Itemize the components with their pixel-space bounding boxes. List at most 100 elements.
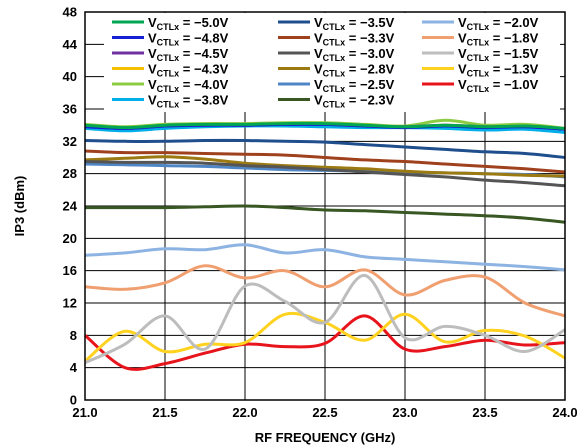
plot-frame [84, 11, 566, 401]
legend-item: VCTLx = −4.5V [112, 46, 229, 63]
legend-label-subscript: CTLx [467, 38, 490, 48]
legend-label-value: = −2.0V [489, 15, 538, 30]
y-tick-label: 12 [63, 296, 77, 311]
legend-label-value: = −1.5V [489, 46, 538, 61]
legend-label-value: = −5.0V [179, 15, 228, 30]
legend-label-subscript: CTLx [157, 22, 180, 32]
legend-item: VCTLx = −1.0V [422, 77, 539, 94]
series-line [84, 121, 566, 130]
legend-label-prefix: V [314, 93, 323, 108]
legend-label-subscript: CTLx [467, 69, 490, 79]
legend-item: VCTLx = −2.8V [278, 62, 395, 79]
legend-label-subscript: CTLx [467, 53, 490, 63]
legend-label-value: = −3.5V [345, 15, 394, 30]
series-line [84, 138, 566, 159]
x-tick-label: 21.5 [152, 405, 177, 420]
legend-label-prefix: V [458, 15, 467, 30]
legend-label: VCTLx = −1.0V [458, 77, 539, 94]
legend-label-subscript: CTLx [323, 38, 346, 48]
y-tick-label: 4 [70, 360, 78, 375]
legend-label: VCTLx = −4.5V [148, 46, 229, 63]
series-line [84, 264, 566, 318]
legend-label-prefix: V [148, 46, 157, 61]
x-tick-label: 22.0 [232, 405, 257, 420]
legend-item: VCTLx = −3.8V [112, 93, 229, 110]
legend-item: VCTLx = −2.0V [422, 15, 539, 32]
legend-label-value: = −1.0V [489, 77, 538, 92]
legend-label-prefix: V [458, 62, 467, 77]
x-axis-title: RF FREQUENCY (GHz) [255, 430, 396, 445]
y-tick-label: 40 [63, 69, 77, 84]
legend-label-prefix: V [458, 77, 467, 92]
x-tick-label: 22.5 [312, 405, 337, 420]
legend-item: VCTLx = −4.8V [112, 31, 229, 48]
legend-item: VCTLx = −1.5V [422, 46, 539, 63]
series-line [84, 149, 566, 174]
y-tick-label: 20 [63, 231, 77, 246]
legend-label-prefix: V [458, 31, 467, 46]
series-line [84, 124, 566, 134]
legend-label-value: = −3.0V [345, 46, 394, 61]
legend-label: VCTLx = −2.0V [458, 15, 539, 32]
legend-label: VCTLx = −3.0V [314, 46, 395, 63]
y-tick-label: 44 [63, 37, 78, 52]
y-axis-title: IP3 (dBm) [12, 176, 27, 237]
legend-item: VCTLx = −5.0V [112, 15, 229, 32]
legend-label: VCTLx = −5.0V [148, 15, 229, 32]
legend-item: VCTLx = −3.0V [278, 46, 395, 63]
legend-item: VCTLx = −2.3V [278, 93, 395, 110]
y-tick-label: 36 [63, 102, 77, 117]
legend-label: VCTLx = −4.3V [148, 62, 229, 79]
legend-label-subscript: CTLx [157, 100, 180, 110]
legend-label-value: = −2.3V [345, 93, 394, 108]
legend-label-prefix: V [314, 31, 323, 46]
legend-item: VCTLx = −4.3V [112, 62, 229, 79]
legend-label-prefix: V [148, 93, 157, 108]
legend-label-prefix: V [148, 15, 157, 30]
legend-label: VCTLx = −4.0V [148, 77, 229, 94]
legend-label-subscript: CTLx [323, 100, 346, 110]
legend-item: VCTLx = −3.3V [278, 31, 395, 48]
legend-item: VCTLx = −1.8V [422, 31, 539, 48]
legend-label-subscript: CTLx [323, 53, 346, 63]
legend-label-value: = −3.8V [179, 93, 228, 108]
series-line [84, 314, 566, 371]
legend-label-value: = −3.3V [345, 31, 394, 46]
series-line [84, 160, 566, 188]
legend-label-value: = −4.5V [179, 46, 228, 61]
legend-label-subscript: CTLx [157, 69, 180, 79]
y-tick-label: 32 [63, 134, 77, 149]
legend-label: VCTLx = −3.8V [148, 93, 229, 110]
x-tick-label: 23.5 [472, 405, 497, 420]
legend-item: VCTLx = −2.5V [278, 77, 395, 94]
legend-label-value: = −4.8V [179, 31, 228, 46]
legend-label-subscript: CTLx [467, 22, 490, 32]
legend-item: VCTLx = −1.3V [422, 62, 539, 79]
x-tick-label: 23.0 [392, 405, 417, 420]
series-line [84, 274, 566, 365]
legend-label: VCTLx = −1.8V [458, 31, 539, 48]
legend-label-prefix: V [314, 62, 323, 77]
y-tick-label: 28 [63, 166, 77, 181]
legend-background [104, 13, 560, 112]
legend-label-prefix: V [314, 15, 323, 30]
legend-label: VCTLx = −2.8V [314, 62, 395, 79]
legend-label-value: = −4.0V [179, 77, 228, 92]
legend-label-subscript: CTLx [157, 38, 180, 48]
legend-label-prefix: V [148, 62, 157, 77]
series-line [84, 204, 566, 224]
legend-label-subscript: CTLx [323, 69, 346, 79]
legend-label-value: = −1.3V [489, 62, 538, 77]
legend-label-prefix: V [148, 77, 157, 92]
legend-label: VCTLx = −3.3V [314, 31, 395, 48]
legend-item: VCTLx = −3.5V [278, 15, 395, 32]
legend-label-prefix: V [148, 31, 157, 46]
y-tick-label: 24 [63, 199, 78, 214]
legend-label-subscript: CTLx [323, 22, 346, 32]
legend-item: VCTLx = −4.0V [112, 77, 229, 94]
y-tick-label: 0 [70, 393, 77, 408]
legend-label-prefix: V [458, 46, 467, 61]
legend-label-value: = −1.8V [489, 31, 538, 46]
legend-label-prefix: V [314, 46, 323, 61]
